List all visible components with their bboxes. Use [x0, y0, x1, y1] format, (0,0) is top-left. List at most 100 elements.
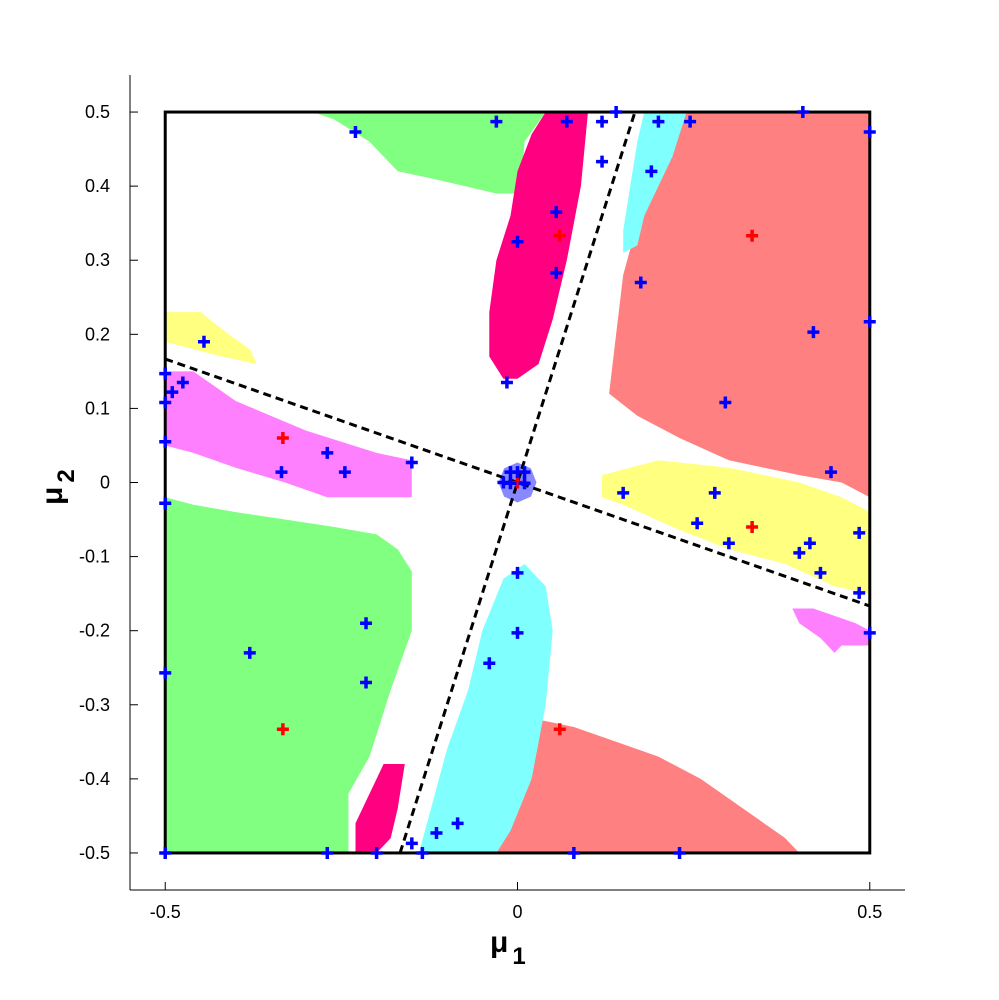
point-s0-4 — [553, 723, 566, 736]
point-s1-20 — [159, 367, 172, 380]
x-ticks: -0.5 0 0.5 — [150, 882, 882, 922]
point-s1-18 — [500, 376, 513, 389]
point-s1-32 — [518, 466, 531, 479]
point-s1-37 — [825, 466, 838, 479]
point-s1-23 — [176, 376, 189, 389]
point-s1-44 — [853, 586, 866, 599]
point-s1-55 — [430, 826, 443, 839]
y-tick-label-8: -0.3 — [79, 695, 110, 715]
x-tick-label-2: 0.5 — [857, 902, 882, 922]
region-10 — [165, 371, 412, 498]
point-s1-34 — [518, 477, 531, 490]
point-s1-2 — [560, 115, 573, 128]
point-s1-50 — [243, 646, 256, 659]
point-s1-0 — [349, 126, 362, 139]
region-9 — [602, 460, 870, 594]
point-s1-8 — [863, 126, 876, 139]
point-s1-61 — [567, 846, 580, 859]
point-s0-5 — [276, 723, 289, 736]
region-2 — [609, 112, 870, 498]
point-s1-62 — [673, 846, 686, 859]
region-0 — [313, 112, 546, 194]
unit-box — [163, 110, 872, 855]
point-s1-10 — [645, 165, 658, 178]
point-s0-2 — [746, 229, 759, 242]
region-8 — [165, 312, 257, 364]
point-s1-4 — [610, 106, 623, 119]
region-11 — [792, 608, 870, 653]
region-3 — [496, 719, 800, 853]
x-axis-label-subscript: 1 — [512, 943, 525, 970]
point-s1-59 — [370, 846, 383, 859]
point-s1-15 — [807, 326, 820, 339]
dashed-line-0 — [164, 357, 871, 608]
y-tick-label-2: 0.3 — [85, 250, 110, 270]
y-tick-label-6: -0.1 — [79, 547, 110, 567]
point-s1-42 — [853, 526, 866, 539]
plot-area — [159, 106, 876, 859]
point-s1-13 — [550, 266, 563, 279]
point-s1-54 — [405, 837, 418, 850]
point-s1-24 — [159, 435, 172, 448]
point-s1-36 — [708, 486, 721, 499]
point-s0-3 — [746, 520, 759, 533]
point-s1-51 — [483, 657, 496, 670]
point-s1-49 — [863, 626, 876, 639]
point-s1-48 — [360, 617, 373, 630]
y-ticks: 0.5 0.4 0.3 0.2 0.1 0 -0.1 -0.2 -0.3 -0.4 -0.5 — [79, 102, 138, 863]
point-s1-16 — [863, 315, 876, 328]
x-tick-label-1: 0 — [512, 902, 522, 922]
point-s1-14 — [634, 276, 647, 289]
point-s0-1 — [553, 229, 566, 242]
point-s1-19 — [719, 396, 732, 409]
point-s1-38 — [691, 517, 704, 530]
point-s1-9 — [596, 155, 609, 168]
point-s1-1 — [490, 115, 503, 128]
point-s1-25 — [275, 466, 288, 479]
point-s1-43 — [814, 566, 827, 579]
region-4 — [489, 112, 588, 379]
point-s1-22 — [166, 386, 179, 399]
x-axis-label-main: μ — [490, 926, 508, 959]
y-tick-label-10: -0.5 — [79, 843, 110, 863]
region-1 — [165, 497, 412, 853]
point-s1-21 — [159, 396, 172, 409]
y-axis: 0.50.40.30.20.10-0.1-0.2-0.3-0.4-0.5 μ2 — [36, 75, 138, 890]
y-axis-label-subscript: 2 — [53, 469, 80, 482]
y-axis-label-main: μ — [36, 487, 69, 505]
point-s1-6 — [684, 115, 697, 128]
y-tick-label-5: 0 — [100, 473, 110, 493]
y-tick-label-4: 0.1 — [85, 398, 110, 418]
point-s1-56 — [451, 817, 464, 830]
point-s1-58 — [321, 846, 334, 859]
point-s1-28 — [405, 456, 418, 469]
point-s1-5 — [652, 115, 665, 128]
region-6 — [623, 112, 687, 253]
point-s1-60 — [416, 846, 429, 859]
points-layer — [159, 106, 876, 859]
y-tick-label-7: -0.2 — [79, 621, 110, 641]
point-s1-3 — [596, 115, 609, 128]
point-s1-52 — [159, 666, 172, 679]
point-s1-11 — [550, 206, 563, 219]
x-tick-label-0: -0.5 — [150, 902, 181, 922]
regions-layer — [165, 112, 870, 853]
point-s1-12 — [511, 235, 524, 248]
point-s1-17 — [197, 335, 210, 348]
point-s1-7 — [796, 106, 809, 119]
point-s1-33 — [504, 477, 517, 490]
dashed-lines-layer — [164, 111, 871, 854]
point-s1-41 — [793, 546, 806, 559]
y-tick-label-3: 0.2 — [85, 324, 110, 344]
point-s1-45 — [159, 497, 172, 510]
point-s1-47 — [511, 626, 524, 639]
point-s1-53 — [360, 676, 373, 689]
y-tick-label-1: 0.4 — [85, 176, 110, 196]
y-tick-label-9: -0.4 — [79, 769, 110, 789]
point-s1-35 — [617, 486, 630, 499]
point-s1-46 — [511, 566, 524, 579]
point-s1-27 — [338, 466, 351, 479]
